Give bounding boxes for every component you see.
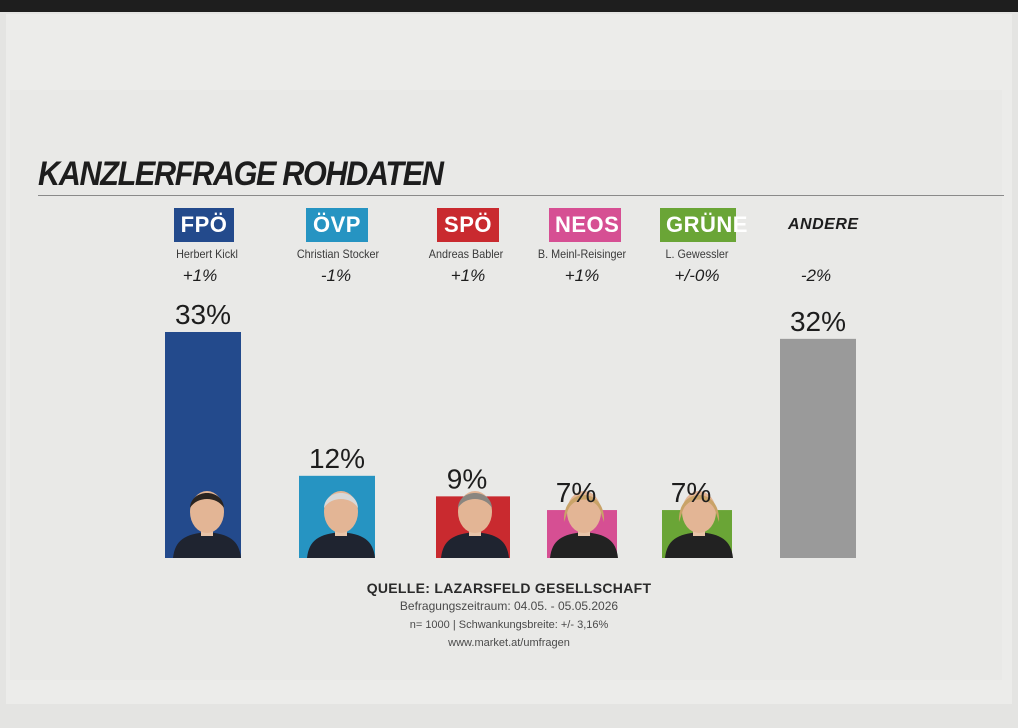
value-label-oevp: 12% — [309, 443, 365, 474]
party-label-spoe: SPÖ — [437, 208, 499, 242]
change-neos: +1% — [564, 266, 600, 285]
candidate-photo-shoulders-gruene — [665, 532, 733, 558]
survey-period: Befragungszeitraum: 04.05. - 05.05.2026 — [399, 599, 619, 613]
bar-andere — [780, 338, 856, 558]
candidate-name-neos: B. Meinl-Reisinger — [537, 247, 627, 261]
value-label-spoe: 9% — [447, 463, 487, 494]
change-fpoe: +1% — [182, 266, 218, 285]
top-border — [0, 0, 1018, 12]
candidate-photo-hair-neos — [563, 495, 605, 522]
value-label-fpoe: 33% — [175, 299, 231, 330]
chart-title: KANZLERFRAGE ROHDATEN — [38, 155, 444, 193]
candidate-name-oevp: Christian Stocker — [296, 247, 380, 261]
candidate-name-fpoe: Herbert Kickl — [176, 247, 238, 261]
candidate-photo-shoulders-neos — [550, 532, 618, 558]
candidate-photo-hair-spoe — [458, 493, 492, 508]
party-label-gruene: GRÜNE — [660, 208, 747, 242]
source-url: www.market.at/umfragen — [448, 637, 570, 649]
source-title: QUELLE: LAZARSFELD GESELLSCHAFT — [366, 580, 652, 596]
party-label-oevp: ÖVP — [306, 208, 368, 242]
candidate-name-gruene: L. Gewessler — [665, 247, 729, 261]
candidate-photo-face-fpoe — [190, 491, 224, 533]
sample-size: n= 1000 | Schwankungsbreite: +/- 3,16% — [409, 619, 609, 631]
party-label-fpoe: FPÖ — [174, 208, 234, 242]
candidate-name-spoe: Andreas Babler — [428, 247, 504, 261]
party-label-andere: ANDERE — [788, 216, 859, 233]
candidate-photo-shoulders-spoe — [441, 532, 509, 558]
change-andere: -2% — [800, 266, 832, 285]
value-label-andere: 32% — [790, 306, 846, 337]
change-spoe: +1% — [450, 266, 486, 285]
candidate-photo-shoulders-fpoe — [173, 532, 241, 558]
title-rule — [38, 195, 1004, 196]
party-label-neos: NEOS — [549, 208, 621, 242]
candidate-photo-hair-gruene — [678, 495, 720, 522]
value-label-gruene: 7% — [671, 477, 711, 508]
change-gruene: +/-0% — [674, 266, 720, 285]
change-oevp: -1% — [320, 266, 352, 285]
candidate-photo-face-spoe — [458, 491, 492, 533]
candidate-photo-shoulders-oevp — [307, 532, 375, 558]
candidate-photo-face-oevp — [324, 491, 358, 533]
value-label-neos: 7% — [556, 477, 596, 508]
candidate-photo-hair-fpoe — [190, 493, 224, 508]
candidate-photo-hair-oevp — [324, 493, 358, 508]
